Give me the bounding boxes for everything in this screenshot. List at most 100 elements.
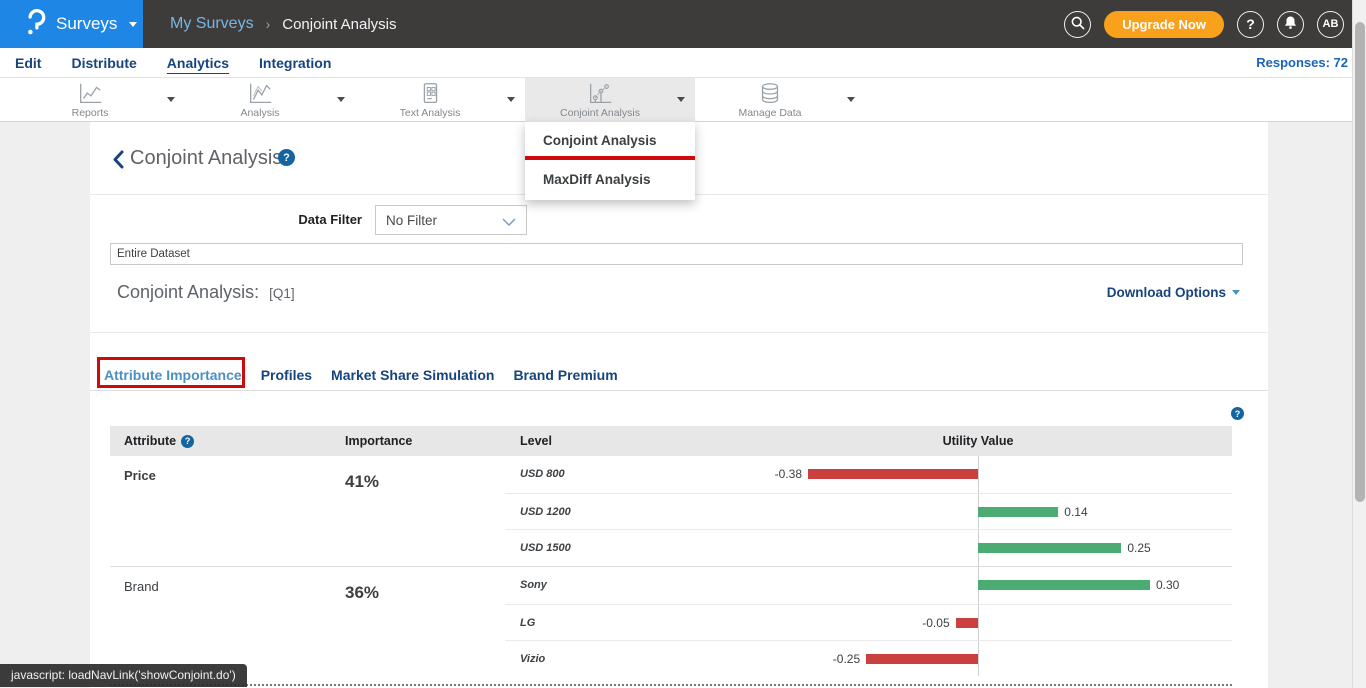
reports-dropdown-caret-icon[interactable] xyxy=(167,97,175,102)
level-label: USD 1200 xyxy=(520,494,571,530)
question-code: [Q1] xyxy=(269,286,295,301)
manage-data-dropdown-caret-icon[interactable] xyxy=(847,97,855,102)
responses-count[interactable]: Responses: 72 xyxy=(1256,55,1348,70)
data-filter-value: No Filter xyxy=(386,213,437,228)
level-label: USD 800 xyxy=(520,456,565,493)
tab-attribute-importance[interactable]: Attribute Importance xyxy=(104,367,242,383)
questionpro-logo-icon xyxy=(26,7,46,42)
select-chevron-icon xyxy=(502,218,516,226)
section-heading-text: Conjoint Analysis: xyxy=(117,282,259,302)
attribute-importance-value: 41% xyxy=(345,472,379,492)
back-chevron-icon[interactable] xyxy=(112,150,124,174)
page-help-icon[interactable]: ? xyxy=(278,149,295,166)
utility-value-label: 0.30 xyxy=(1156,567,1179,604)
toolbar-item-manage-data[interactable]: Manage Data xyxy=(695,78,865,122)
utility-bar xyxy=(808,469,978,479)
breadcrumb-my-surveys[interactable]: My Surveys xyxy=(170,15,254,33)
utility-value-label: -0.38 xyxy=(775,456,802,493)
toolbar-item-reports[interactable]: Reports xyxy=(15,78,185,122)
level-row: USD 12000.14 xyxy=(505,493,1232,530)
toolbar-item-conjoint-analysis[interactable]: Conjoint Analysis xyxy=(525,78,695,122)
table-help-icon[interactable]: ? xyxy=(1231,407,1244,420)
column-header-utility-value: Utility Value xyxy=(943,426,1014,456)
attribute-importance-table: Attribute ? Importance Level Utility Val… xyxy=(110,426,1232,686)
top-bar: Surveys My Surveys › Conjoint Analysis U… xyxy=(0,0,1366,48)
page-title: Conjoint Analysis xyxy=(130,147,282,170)
toolbar-item-analysis[interactable]: Analysis xyxy=(185,78,355,122)
level-label: Sony xyxy=(520,567,547,604)
levels-chart: Sony 0.30 LG -0.05Vizio-0.25 xyxy=(505,567,1232,676)
table-header-row: Attribute ? Importance Level Utility Val… xyxy=(110,426,1232,456)
annotation-underline xyxy=(525,156,695,160)
notifications-button[interactable] xyxy=(1277,11,1304,38)
utility-value-label: 0.25 xyxy=(1127,530,1150,566)
upgrade-now-button[interactable]: Upgrade Now xyxy=(1104,11,1224,38)
toolbar-label-text-analysis: Text Analysis xyxy=(400,107,461,119)
section-heading: Conjoint Analysis: [Q1] xyxy=(117,282,295,303)
attribute-help-icon[interactable]: ? xyxy=(181,435,194,448)
attribute-row-brand: Brand 36% Sony 0.30 LG -0.05Vizio-0.25 xyxy=(110,566,1232,676)
data-filter-select[interactable]: No Filter xyxy=(375,205,527,235)
level-row: Vizio-0.25 xyxy=(505,640,1232,677)
utility-bar xyxy=(866,654,978,664)
levels-chart: USD 800 -0.38USD 12000.14USD 15000.25 xyxy=(505,456,1232,566)
toolbar-label-reports: Reports xyxy=(72,107,109,119)
utility-bar xyxy=(978,580,1150,590)
toolbar-label-manage-data: Manage Data xyxy=(738,107,801,119)
document-grid-icon xyxy=(416,81,444,107)
utility-value-label: -0.05 xyxy=(922,605,949,641)
table-body: Price 41% USD 800 -0.38USD 12000.14USD 1500… xyxy=(110,456,1232,676)
breadcrumb: My Surveys › Conjoint Analysis xyxy=(170,0,396,48)
tab-market-share-simulation[interactable]: Market Share Simulation xyxy=(331,367,494,383)
attribute-row-price: Price 41% USD 800 -0.38USD 12000.14USD 1500… xyxy=(110,456,1232,566)
text-analysis-dropdown-caret-icon[interactable] xyxy=(507,97,515,102)
status-bar-link-preview: javascript: loadNavLink('showConjoint.do… xyxy=(0,664,247,687)
utility-value-label: -0.25 xyxy=(833,641,860,677)
download-caret-icon xyxy=(1232,290,1240,295)
attribute-name: Price xyxy=(124,468,156,483)
level-row: Sony 0.30 xyxy=(505,567,1232,604)
attribute-name: Brand xyxy=(124,579,159,594)
menu-item-conjoint-analysis[interactable]: Conjoint Analysis xyxy=(525,129,695,153)
nav-item-distribute[interactable]: Distribute xyxy=(71,55,136,71)
attribute-header-label: Attribute xyxy=(124,426,176,456)
scrollbar-thumb[interactable] xyxy=(1355,22,1365,502)
brand-caret-icon xyxy=(129,22,137,27)
app-window: Surveys My Surveys › Conjoint Analysis U… xyxy=(0,0,1366,688)
avatar-initials: AB xyxy=(1323,18,1339,30)
column-header-importance: Importance xyxy=(345,426,412,456)
level-row: LG -0.05 xyxy=(505,604,1232,641)
analysis-dropdown-caret-icon[interactable] xyxy=(337,97,345,102)
tab-profiles[interactable]: Profiles xyxy=(261,367,312,383)
avatar[interactable]: AB xyxy=(1317,11,1344,38)
divider xyxy=(90,390,1268,391)
report-tabs: Attribute Importance Profiles Market Sha… xyxy=(104,360,618,390)
toolbar-label-analysis: Analysis xyxy=(240,107,279,119)
search-button[interactable] xyxy=(1064,11,1091,38)
nav-item-analytics[interactable]: Analytics xyxy=(167,55,229,71)
content-card: Conjoint Analysis ? Data Filter No Filte… xyxy=(90,122,1268,688)
brand-menu[interactable]: Surveys xyxy=(0,0,143,48)
conjoint-dropdown-caret-icon[interactable] xyxy=(677,97,685,102)
download-options-label: Download Options xyxy=(1107,285,1226,300)
level-label: LG xyxy=(520,605,535,641)
column-header-attribute: Attribute ? xyxy=(124,426,194,456)
search-icon xyxy=(1070,15,1086,34)
dataset-field[interactable]: Entire Dataset xyxy=(110,243,1243,265)
database-icon xyxy=(756,81,784,107)
survey-nav: Edit Distribute Analytics Integration Re… xyxy=(0,48,1366,78)
data-filter-label: Data Filter xyxy=(240,212,362,227)
download-options-button[interactable]: Download Options xyxy=(1107,285,1240,300)
divider xyxy=(90,332,1268,333)
nav-item-edit[interactable]: Edit xyxy=(15,55,41,71)
line-chart-icon xyxy=(76,81,104,107)
level-row: USD 800 -0.38 xyxy=(505,456,1232,493)
tab-brand-premium[interactable]: Brand Premium xyxy=(513,367,617,383)
toolbar-item-text-analysis[interactable]: Text Analysis xyxy=(355,78,525,122)
table-bottom-dotted-divider xyxy=(110,684,1232,686)
nav-item-integration[interactable]: Integration xyxy=(259,55,331,71)
help-button[interactable]: ? xyxy=(1237,11,1264,38)
attribute-importance-value: 36% xyxy=(345,583,379,603)
level-row: USD 15000.25 xyxy=(505,529,1232,566)
menu-item-maxdiff-analysis[interactable]: MaxDiff Analysis xyxy=(525,168,695,192)
